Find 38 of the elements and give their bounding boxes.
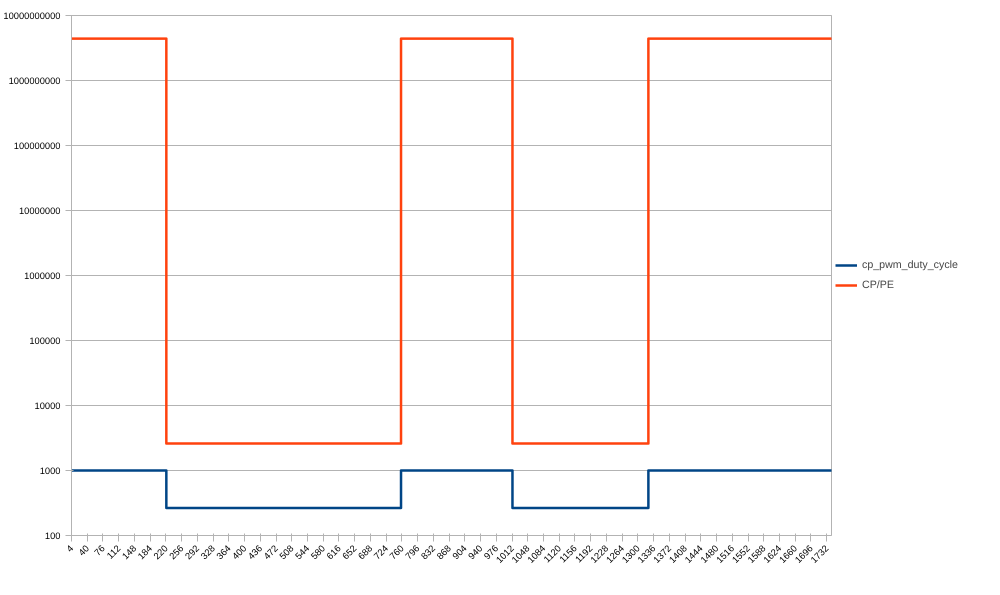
x-tick-label: 220	[152, 543, 170, 562]
x-tick-label: 508	[278, 543, 296, 562]
x-tick-label: 724	[372, 543, 390, 562]
x-tick-label: 796	[403, 543, 422, 562]
y-tick-label: 100	[44, 531, 61, 541]
x-tick-label: 364	[214, 543, 233, 562]
x-tick-label: 544	[293, 543, 312, 562]
x-tick-label: 40	[76, 543, 92, 558]
x-tick-label: 580	[309, 543, 328, 562]
x-tick-label: 868	[434, 543, 453, 562]
x-tick-label: 688	[356, 543, 374, 562]
y-tick-label: 1000000	[24, 271, 61, 281]
y-tick-label: 1000	[40, 466, 61, 476]
x-tick-label: 256	[167, 543, 186, 562]
y-tick-label: 1000000000	[8, 76, 61, 86]
legend-label: CP/PE	[862, 279, 894, 291]
x-tick-label: 400	[230, 543, 248, 562]
y-tick-label: 100000	[29, 336, 61, 346]
x-tick-label: 112	[105, 543, 123, 561]
x-tick-label: 184	[136, 543, 154, 562]
y-tick-label: 10000	[34, 401, 61, 411]
legend-label: cp_pwm_duty_cycle	[862, 259, 958, 271]
x-tick-label: 832	[419, 543, 438, 562]
x-tick-label: 292	[183, 543, 202, 562]
x-tick-label: 436	[246, 543, 264, 562]
x-tick-label: 472	[262, 543, 280, 562]
x-tick-label: 148	[120, 543, 138, 562]
x-tick-label: 616	[324, 543, 343, 562]
x-tick-label: 904	[450, 543, 469, 562]
x-tick-label: 4	[64, 543, 76, 554]
x-tick-label: 652	[340, 543, 359, 562]
x-tick-label: 328	[198, 543, 217, 562]
y-tick-label: 10000000	[18, 206, 61, 216]
x-tick-label: 76	[92, 543, 107, 558]
y-tick-label: 100000000	[14, 141, 61, 151]
x-tick-label: 760	[388, 543, 406, 562]
x-tick-label: 940	[466, 543, 484, 562]
y-tick-label: 10000000000	[3, 11, 61, 21]
